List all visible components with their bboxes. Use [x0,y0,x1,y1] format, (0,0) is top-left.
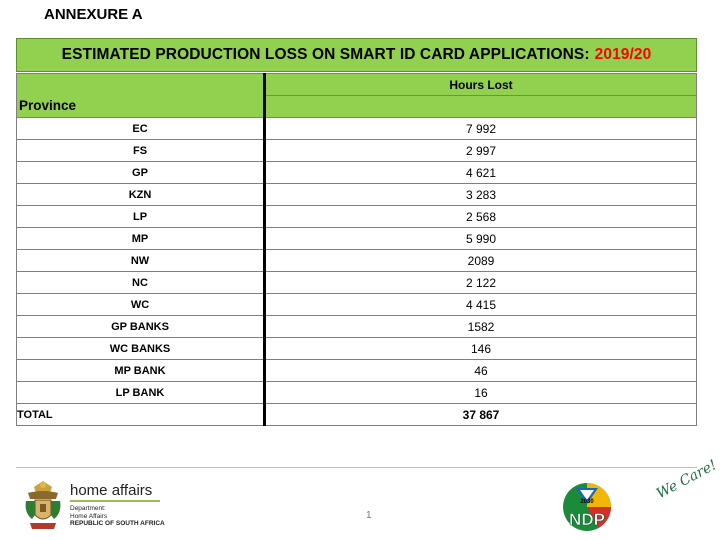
table-row: NW 2089 [16,249,697,272]
province-cell: FS [16,139,266,162]
province-cell: WC BANKS [16,337,266,360]
province-cell: GP [16,161,266,184]
annexure-label: ANNEXURE A [44,6,143,23]
province-cell: KZN [16,183,266,206]
table-row: MP BANK 46 [16,359,697,382]
ndp-2030-logo: 2030 NDP [563,483,611,531]
dept-name: home affairs [70,482,153,499]
total-value: 37 867 [264,403,697,426]
table-row: MP 5 990 [16,227,697,250]
header-subrow [17,95,697,118]
province-cell: EC [16,117,266,140]
table-row: FS 2 997 [16,139,697,162]
hours-cell: 16 [264,381,697,404]
page-number: 1 [366,510,372,521]
province-cell: WC [16,293,266,316]
table-row: GP 4 621 [16,161,697,184]
total-label: TOTAL [16,403,266,426]
province-cell: NC [16,271,266,294]
province-cell: MP BANK [16,359,266,382]
table-row: WC 4 415 [16,293,697,316]
table-row: NC 2 122 [16,271,697,294]
hours-lost-subheader [264,95,697,118]
table-title: ESTIMATED PRODUCTION LOSS ON SMART ID CA… [16,38,697,72]
dept-line-1: Department: [70,505,106,512]
hours-cell: 2 997 [264,139,697,162]
table-row: EC 7 992 [16,117,697,140]
province-cell: NW [16,249,266,272]
hours-cell: 4 415 [264,293,697,316]
hours-lost-header: Hours Lost [264,73,697,96]
table-row: LP 2 568 [16,205,697,228]
footer-divider [16,467,697,468]
header-row: Province Hours Lost [16,73,697,118]
province-cell: MP [16,227,266,250]
coat-of-arms-icon [25,481,61,529]
province-cell: LP [16,205,266,228]
home-affairs-logo: home affairs Department: Home Affairs RE… [70,482,165,528]
dept-rule [70,500,160,502]
province-cell: GP BANKS [16,315,266,338]
production-loss-table: Province Hours Lost EC 7 992 FS 2 997 GP 4 62… [16,73,697,426]
hours-cell: 2 122 [264,271,697,294]
hours-cell: 2 568 [264,205,697,228]
hours-cell: 4 621 [264,161,697,184]
ndp-text: NDP [569,510,605,529]
hours-cell: 3 283 [264,183,697,206]
hours-cell: 7 992 [264,117,697,140]
hours-cell: 2089 [264,249,697,272]
province-cell: LP BANK [16,381,266,404]
title-text: ESTIMATED PRODUCTION LOSS ON SMART ID CA… [61,46,590,63]
hours-cell: 146 [264,337,697,360]
province-header: Province [16,73,266,118]
dept-line-2: Home Affairs [70,512,108,520]
we-care-slogan: We Care! [654,457,720,503]
table-row: GP BANKS 1582 [16,315,697,338]
title-year: 2019/20 [594,46,652,63]
total-row: TOTAL 37 867 [16,403,697,426]
table-row: LP BANK 16 [16,381,697,404]
hours-cell: 46 [264,359,697,382]
table-row: KZN 3 283 [16,183,697,206]
hours-cell: 5 990 [264,227,697,250]
ndp-year: 2030 [580,499,594,505]
country-name: REPUBLIC OF SOUTH AFRICA [70,520,165,527]
table-body: EC 7 992 FS 2 997 GP 4 621 KZN 3 283 LP 2 568 MP 5 … [16,117,697,404]
table-row: WC BANKS 146 [16,337,697,360]
hours-cell: 1582 [264,315,697,338]
